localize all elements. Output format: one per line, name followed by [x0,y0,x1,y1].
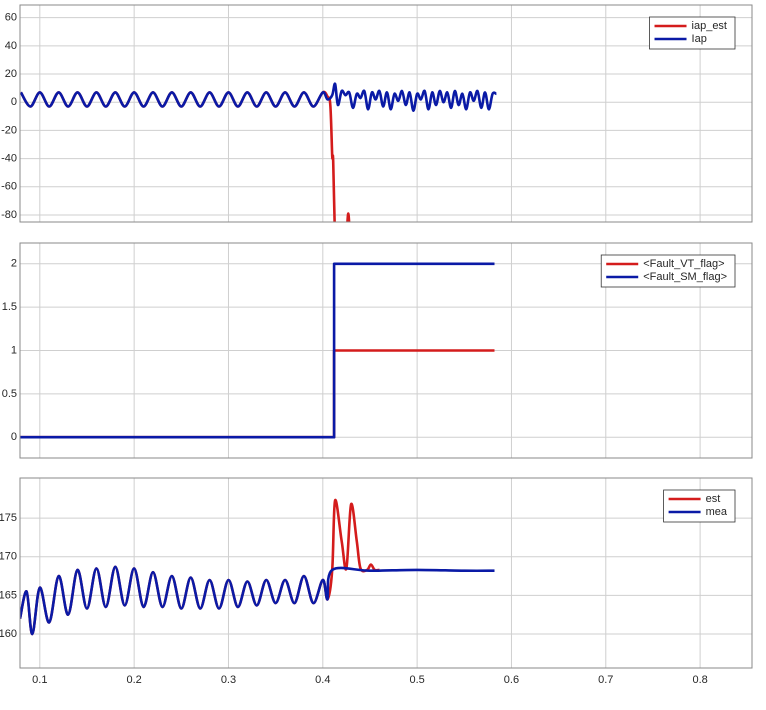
y-tick-label: 20 [5,68,17,80]
legend-label: <Fault_VT_flag> [643,258,724,270]
y-tick-label: 0 [11,96,17,108]
series-line [20,82,497,113]
y-tick-label: 0.5 [2,388,17,400]
x-tick-label: 0.6 [504,674,519,686]
y-tick-label: -60 [1,181,17,193]
plot-frame [19,242,753,459]
legend-box [600,254,736,288]
x-tick-label: 0.7 [598,674,613,686]
series-group [20,82,497,222]
y-tick-label: 160 [0,628,17,640]
plot-area [20,5,752,222]
series-group [20,262,495,439]
x-tick-label: 0.4 [315,674,330,686]
y-tick-label: -40 [1,152,17,164]
y-tick-label: 170 [0,551,17,563]
y-tick-label: 175 [0,512,17,524]
y-tick-label: 60 [5,12,17,24]
y-tick-label: 1.5 [2,301,17,313]
y-tick-label: -20 [1,124,17,136]
series-line [20,565,495,636]
y-tick-label: -80 [1,209,17,221]
x-tick-label: 0.3 [221,674,236,686]
y-tick-label: 1 [11,344,17,356]
y-tick-label: 2 [11,258,17,270]
legend-label: Iap [692,33,707,45]
x-tick-label: 0.8 [692,674,707,686]
legend-label: est [706,493,721,505]
plot-area [20,478,752,668]
series-line [20,262,495,439]
series-group [20,499,495,636]
x-tick-label: 0.5 [409,674,424,686]
y-tick-label: 0 [11,431,17,443]
x-tick-label: 0.2 [126,674,141,686]
y-tick-label: 165 [0,589,17,601]
legend-label: iap_est [692,20,727,32]
legend-box [649,16,736,50]
plot-frame [19,4,753,223]
y-tick-label: 40 [5,40,17,52]
legend-box [663,489,736,523]
plot-frame [19,477,753,669]
legend-label: <Fault_SM_flag> [643,271,727,283]
legend-label: mea [706,506,728,518]
x-tick-label: 0.1 [32,674,47,686]
